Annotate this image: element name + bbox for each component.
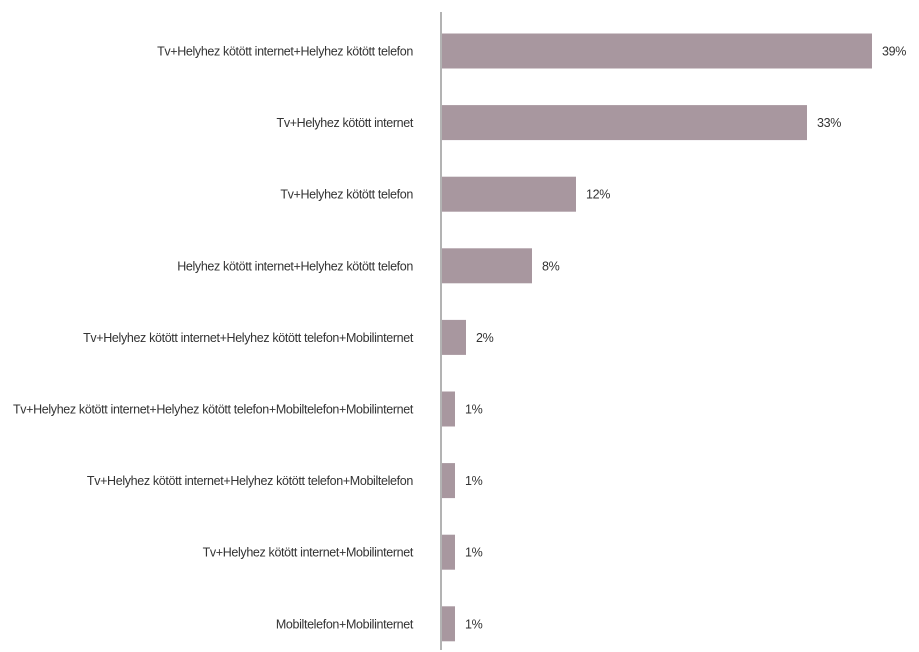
category-label-8: Tv+Helyhez kötött internet+Mobilinternet [203,546,414,560]
category-label-9: Mobiltelefon+Mobilinternet [276,617,414,631]
bar-8 [442,534,455,570]
value-label-6: 1% [465,403,483,417]
category-label-7: Tv+Helyhez kötött internet+Helyhez kötöt… [87,474,413,488]
category-label-2: Tv+Helyhez kötött internet [277,116,414,130]
value-label-2: 33% [817,116,841,130]
bar-6 [442,391,455,427]
category-labels: Tv+Helyhez kötött internet+Helyhez kötöt… [13,45,414,632]
category-label-5: Tv+Helyhez kötött internet+Helyhez kötöt… [83,331,414,345]
category-label-3: Tv+Helyhez kötött telefon [280,188,413,202]
category-label-4: Helyhez kötött internet+Helyhez kötött t… [177,259,413,273]
bar-5 [442,319,466,355]
bars [442,33,872,642]
value-label-9: 1% [465,617,483,631]
bar-7 [442,463,455,499]
value-label-4: 8% [542,259,560,273]
value-label-8: 1% [465,546,483,560]
bar-2 [442,105,807,141]
value-label-1: 39% [882,45,906,59]
category-label-1: Tv+Helyhez kötött internet+Helyhez kötöt… [157,45,413,59]
bar-4 [442,248,532,284]
bar-1 [442,33,872,69]
category-label-6: Tv+Helyhez kötött internet+Helyhez kötöt… [13,403,414,417]
bar-3 [442,176,576,212]
value-label-3: 12% [586,188,610,202]
bar-9 [442,606,455,642]
value-labels: 39% 33% 12% 8% 2% 1% 1% 1% 1% [465,45,907,632]
value-label-7: 1% [465,474,483,488]
value-label-5: 2% [476,331,494,345]
